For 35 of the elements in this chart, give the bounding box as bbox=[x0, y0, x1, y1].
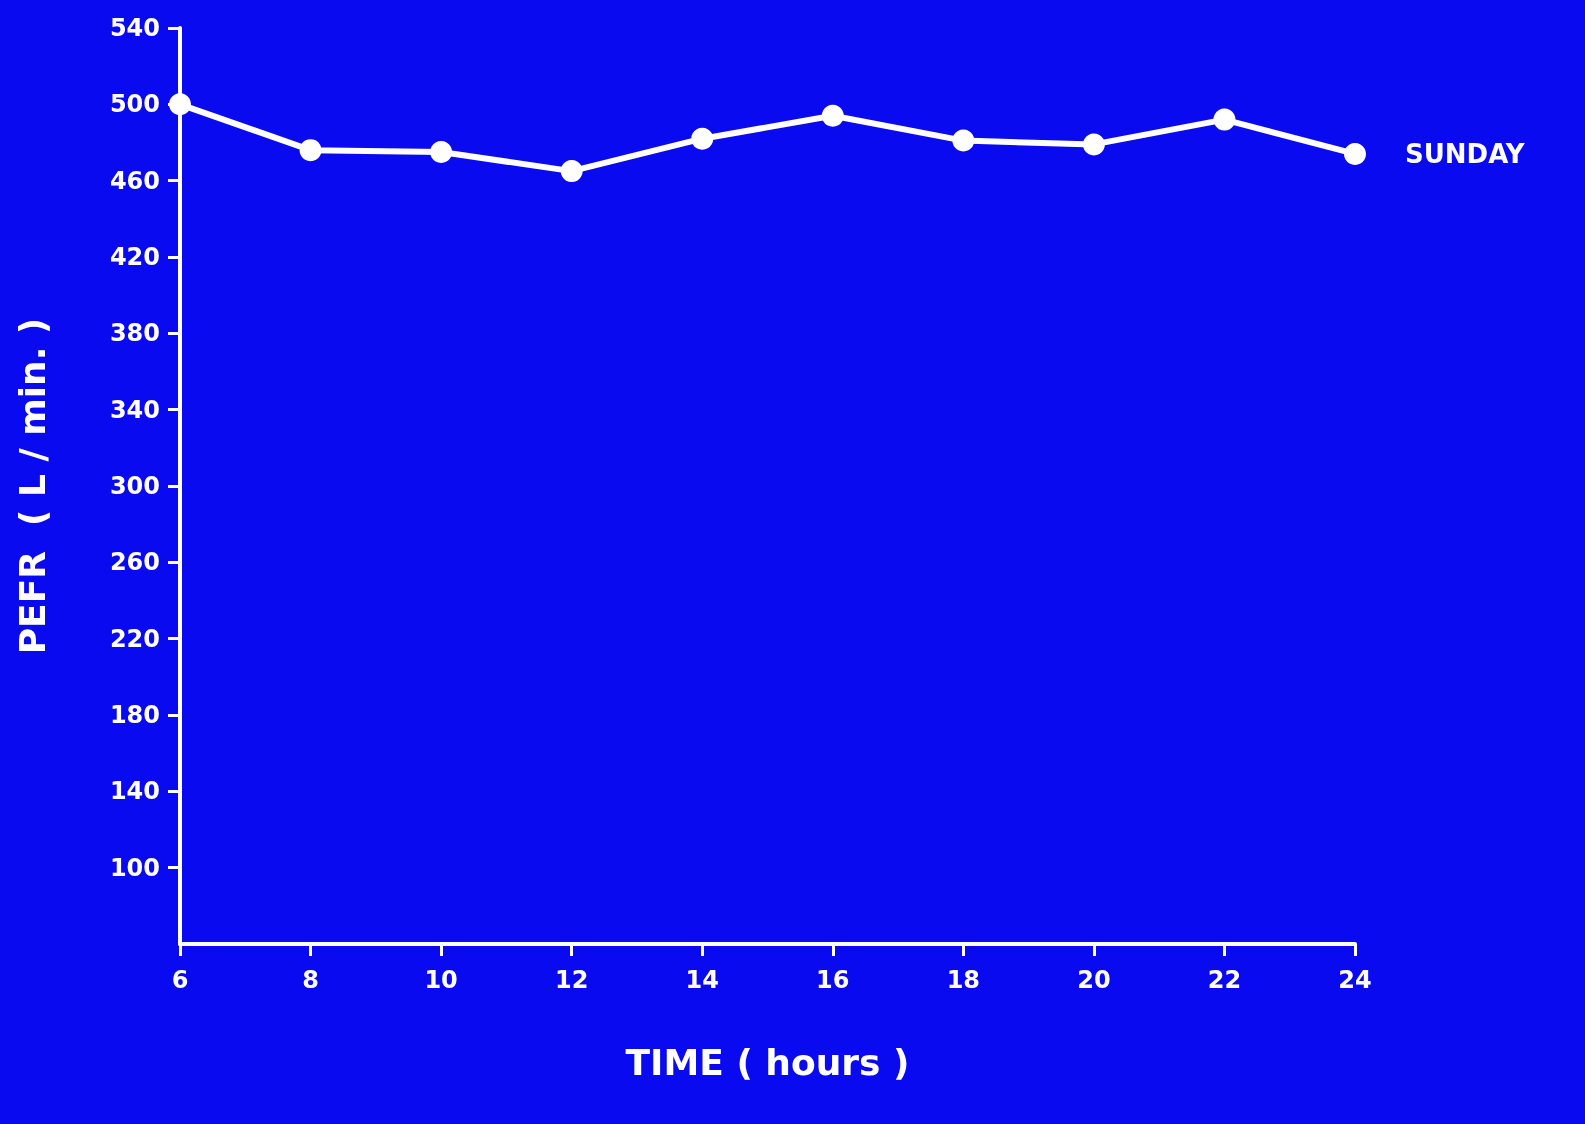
y-tick-label: 300 bbox=[109, 472, 160, 500]
y-tick-label: 500 bbox=[109, 90, 160, 119]
x-tick-label: 18 bbox=[946, 966, 981, 994]
point bbox=[1344, 142, 1366, 165]
x-tick-label: 16 bbox=[816, 966, 850, 994]
x-axis-title: TIME ( hours ) bbox=[625, 1041, 910, 1083]
point bbox=[952, 129, 975, 152]
point bbox=[560, 160, 583, 183]
y-tick-label: 220 bbox=[109, 624, 160, 653]
point bbox=[430, 141, 453, 164]
x-tick-label: 10 bbox=[424, 966, 458, 994]
y-tick-label: 380 bbox=[109, 319, 160, 348]
y-tick-label: 540 bbox=[109, 14, 160, 42]
point bbox=[299, 139, 322, 162]
x-tick-label: 24 bbox=[1338, 966, 1372, 994]
y-tick-label: 100 bbox=[109, 853, 160, 882]
x-tick-label: 20 bbox=[1077, 966, 1111, 994]
x-tick-label: 6 bbox=[171, 966, 189, 994]
point bbox=[691, 127, 714, 150]
y-tick-label: 140 bbox=[109, 777, 160, 806]
y-tick-label: 340 bbox=[109, 395, 160, 424]
y-tick-label: 460 bbox=[109, 166, 160, 195]
y-tick-label: 180 bbox=[109, 701, 160, 729]
x-tick-label: 14 bbox=[685, 966, 719, 994]
x-tick-label: 22 bbox=[1207, 966, 1242, 994]
y-axis-title: PEFR ( L / min. ) bbox=[11, 317, 53, 655]
point bbox=[821, 104, 844, 127]
point bbox=[169, 93, 191, 116]
x-tick-label: 8 bbox=[302, 966, 319, 994]
y-tick-label: 260 bbox=[109, 548, 160, 577]
x-tick-label: 12 bbox=[554, 966, 589, 994]
y-tick-label: 420 bbox=[109, 243, 160, 271]
series-label: SUNDAY bbox=[1405, 138, 1526, 169]
point bbox=[1082, 133, 1105, 156]
point bbox=[1213, 108, 1236, 131]
